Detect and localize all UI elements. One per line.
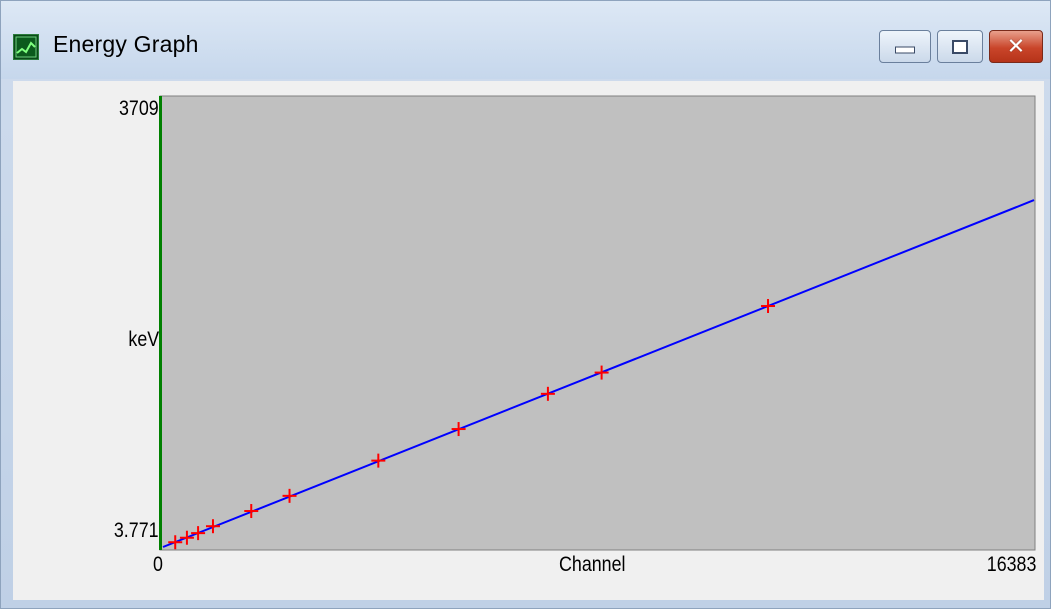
close-icon: ✕ (1006, 34, 1026, 59)
y-max-label: 3709 (119, 97, 159, 120)
close-button[interactable]: ✕ (989, 30, 1043, 63)
y-axis-title: keV (128, 328, 159, 351)
x-min-label: 0 (153, 553, 163, 576)
calibration-point (168, 535, 183, 550)
calibration-point (244, 504, 259, 519)
plot-background (159, 95, 1036, 551)
plot-canvas (159, 95, 1036, 551)
title-bar[interactable]: Energy Graph ✕ (1, 1, 1050, 79)
calibration-point (191, 526, 206, 541)
maximize-icon (952, 39, 968, 54)
graph-icon (13, 34, 39, 60)
window-title: Energy Graph (53, 31, 199, 57)
chart-area: 3709 keV 3.771 0 Channel 16383 (13, 81, 1044, 600)
calibration-point (761, 299, 776, 314)
calibration-points (168, 299, 776, 550)
calibration-point (179, 530, 194, 545)
calibration-point (451, 422, 466, 437)
calibration-point (371, 453, 386, 468)
x-axis-title: Channel (559, 553, 626, 576)
y-min-label: 3.771 (114, 519, 159, 542)
calibration-point (282, 488, 297, 503)
minimize-icon (895, 46, 915, 54)
x-max-label: 16383 (986, 553, 1036, 576)
calibration-point (205, 519, 220, 534)
y-axis-bar (159, 96, 162, 550)
calibration-point (540, 386, 555, 401)
calibration-point (594, 365, 609, 380)
minimize-button[interactable] (879, 30, 931, 63)
maximize-button[interactable] (937, 30, 983, 63)
